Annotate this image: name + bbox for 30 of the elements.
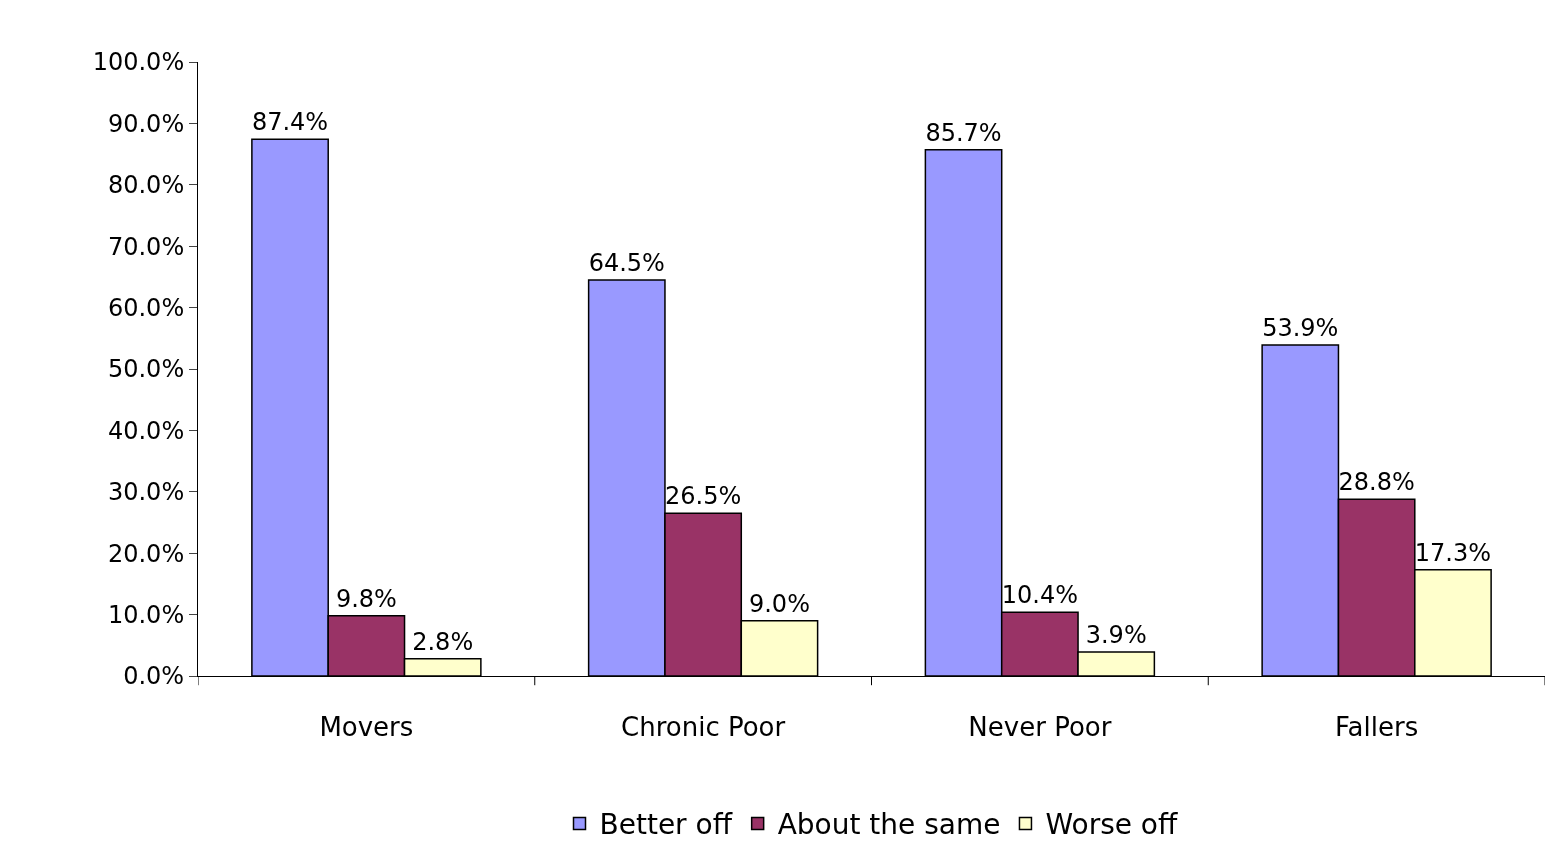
data-label: 28.8% (1338, 468, 1415, 497)
legend-label: Better off (599, 808, 733, 842)
data-label: 10.4% (1001, 581, 1078, 610)
data-label: 85.7% (925, 118, 1002, 147)
data-label: 9.0% (748, 589, 810, 618)
data-label: 87.4% (251, 108, 329, 137)
y-tick-label: 60.0% (107, 294, 185, 322)
y-tick-label: 20.0% (107, 539, 185, 568)
x-tick-label: Fallers (1335, 712, 1419, 743)
legend-label: About the same (777, 808, 1001, 842)
y-tick-label: 90.0% (107, 109, 185, 138)
data-label: 53.9% (1262, 314, 1339, 343)
data-label: 17.3% (1414, 538, 1492, 567)
y-tick-label: 50.0% (107, 355, 185, 384)
y-tick-label: 40.0% (107, 416, 185, 445)
data-label: 9.8% (335, 584, 397, 613)
data-label: 3.9% (1085, 621, 1147, 650)
x-tick-label: Chronic Poor (621, 712, 786, 743)
y-tick-label: 100.0% (92, 48, 185, 77)
data-label: 64.5% (588, 248, 665, 277)
y-tick-label: 80.0% (107, 171, 185, 200)
x-tick-label: Never Poor (968, 712, 1112, 743)
x-tick-label: Movers (319, 712, 414, 743)
data-label: 2.8% (412, 627, 474, 656)
legend-label: Worse off (1045, 808, 1178, 842)
y-tick-label: 70.0% (107, 232, 185, 261)
data-label: 26.5% (665, 482, 742, 511)
y-tick-label: 30.0% (107, 478, 185, 507)
y-tick-label: 10.0% (107, 601, 185, 629)
y-tick-label: 0.0% (123, 662, 185, 691)
